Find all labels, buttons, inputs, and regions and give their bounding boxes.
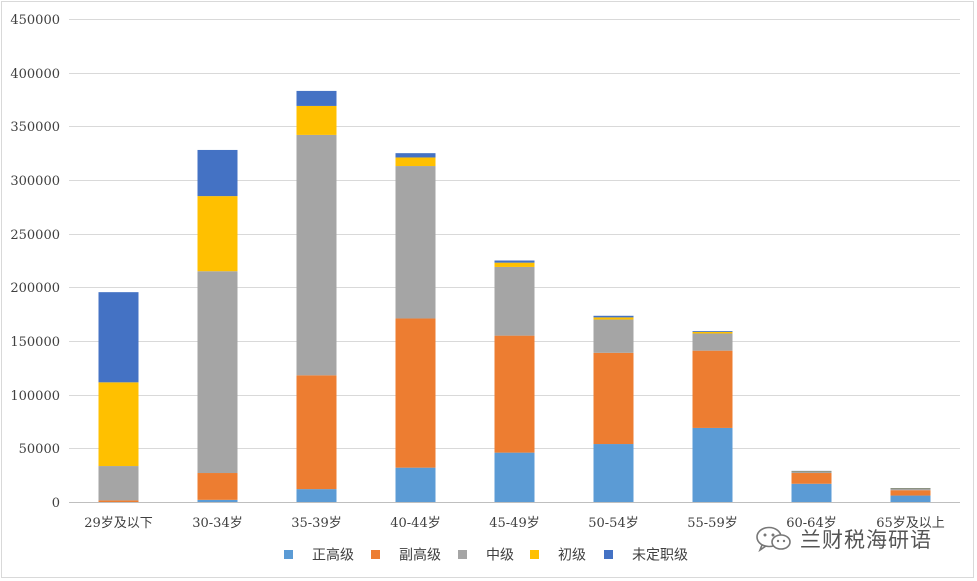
legend-swatch (458, 550, 467, 559)
x-tick-label: 65岁及以上 (876, 516, 945, 531)
bar-segment-0-3 (98, 382, 139, 467)
bar-segment-4-0 (494, 452, 535, 502)
legend-label: 初级 (558, 547, 586, 564)
x-tick-label: 55-59岁 (687, 516, 737, 531)
x-tick-label: 50-54岁 (588, 516, 638, 531)
y-tick-label: 250000 (10, 228, 60, 243)
bar-segment-7-4 (791, 470, 832, 472)
bar-segment-1-1 (197, 473, 238, 500)
bar-segment-1-4 (197, 149, 238, 197)
bar-segment-4-3 (494, 262, 535, 267)
legend-label: 副高级 (399, 547, 441, 564)
x-tick-label: 30-34岁 (192, 516, 242, 531)
legend-swatch (604, 550, 613, 559)
x-tick-label: 29岁及以下 (84, 516, 153, 531)
bar-segment-2-1 (296, 375, 337, 490)
bar-segment-6-4 (692, 331, 733, 332)
bar-segment-0-1 (98, 500, 139, 502)
bar-segment-6-3 (692, 331, 733, 334)
bar-segment-1-3 (197, 196, 238, 272)
legend-label: 正高级 (312, 547, 354, 564)
x-axis-ticks: 29岁及以下 30-34岁 35-39岁 40-44岁 45-49岁 50-54岁 55-5… (84, 516, 945, 531)
bar-segment-3-2 (395, 166, 436, 319)
bar-segment-7-0 (791, 483, 832, 502)
legend-label: 中级 (486, 548, 514, 564)
bar-segment-2-3 (296, 105, 337, 135)
x-tick-label: 45-49岁 (489, 516, 539, 531)
bar-segment-1-2 (197, 271, 238, 474)
x-tick-label: 35-39岁 (291, 516, 341, 531)
bar-segment-3-3 (395, 157, 436, 167)
bar-segment-0-2 (98, 466, 139, 501)
bar-segment-6-1 (692, 350, 733, 428)
legend-swatch (371, 550, 380, 559)
bar-segment-5-2 (593, 319, 634, 353)
bar-segment-6-2 (692, 333, 733, 351)
bar-segment-8-0 (890, 495, 931, 502)
bar-segment-8-2 (890, 488, 931, 491)
bar-segment-4-1 (494, 335, 535, 453)
y-tick-label: 450000 (10, 13, 60, 28)
bar-segment-3-4 (395, 153, 436, 158)
bar-segment-5-1 (593, 352, 634, 445)
bar-segment-2-2 (296, 134, 337, 376)
legend-label: 未定职级 (632, 548, 688, 564)
bar-segment-8-4 (890, 488, 931, 489)
bar-segment-2-4 (296, 90, 337, 106)
bar-segment-3-0 (395, 467, 436, 502)
bar-segment-6-0 (692, 427, 733, 502)
bar-segment-7-1 (791, 473, 832, 484)
y-axis-ticks: 0 50000 100000 150000 200000 250000 300000 3500… (10, 13, 60, 511)
y-tick-label: 400000 (10, 67, 60, 82)
y-tick-label: 100000 (10, 389, 60, 404)
bar-segment-2-0 (296, 489, 337, 502)
legend: 正高级 副高级 中级 初级 未定职级 (284, 547, 688, 564)
legend-swatch (284, 550, 293, 559)
bar-segment-7-3 (791, 471, 832, 472)
bar-segment-8-3 (890, 488, 931, 489)
bar-segment-5-4 (593, 315, 634, 318)
bar-segment-5-0 (593, 444, 634, 502)
bar-segment-0-4 (98, 292, 139, 383)
y-tick-label: 50000 (19, 442, 60, 457)
bar-segment-8-1 (890, 490, 931, 496)
watermark-text: 兰财税海研语 (800, 528, 932, 552)
wechat-icon (756, 526, 791, 553)
bars (98, 90, 931, 502)
bar-segment-1-0 (197, 499, 238, 502)
watermark: 兰财税海研语 (754, 524, 932, 554)
y-tick-label: 200000 (10, 281, 60, 296)
x-tick-label: 40-44岁 (390, 516, 440, 531)
legend-swatch (530, 550, 539, 559)
x-tick-label: 60-64岁 (786, 516, 836, 531)
y-tick-label: 350000 (10, 120, 60, 135)
bar-segment-4-4 (494, 260, 535, 263)
y-tick-label: 0 (52, 496, 60, 511)
bar-segment-4-2 (494, 266, 535, 336)
y-tick-label: 150000 (10, 335, 60, 350)
bar-segment-5-3 (593, 317, 634, 320)
bar-segment-3-1 (395, 318, 436, 468)
y-tick-label: 300000 (10, 174, 60, 189)
bar-segment-7-2 (791, 471, 832, 474)
